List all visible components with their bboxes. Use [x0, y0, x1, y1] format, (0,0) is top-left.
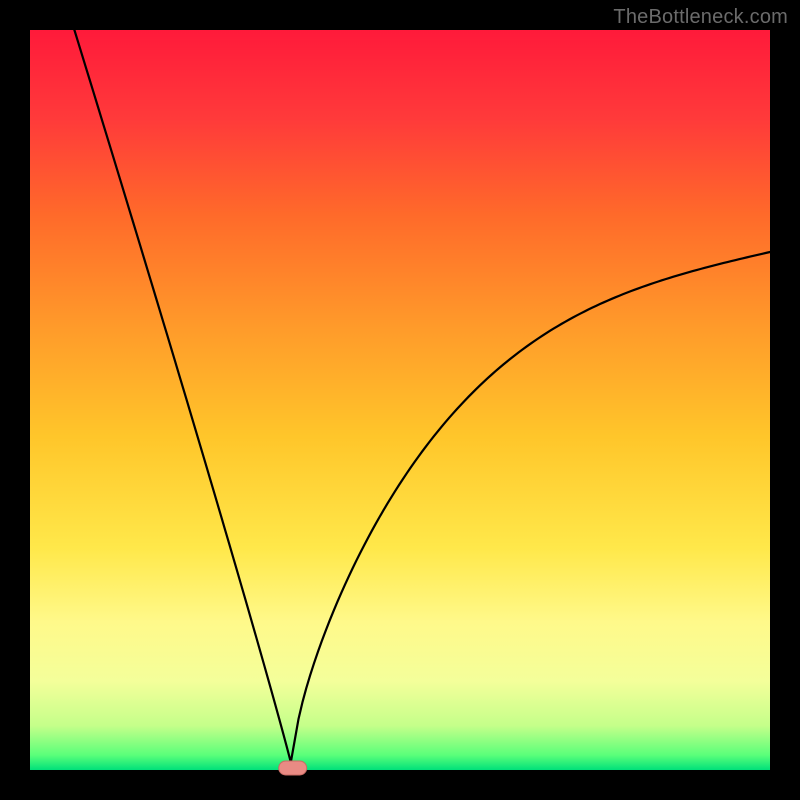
- watermark-text: TheBottleneck.com: [613, 6, 788, 29]
- chart-background: [30, 30, 770, 770]
- chart-svg: [0, 0, 800, 800]
- optimal-marker: [279, 761, 307, 775]
- bottleneck-chart: [0, 0, 800, 800]
